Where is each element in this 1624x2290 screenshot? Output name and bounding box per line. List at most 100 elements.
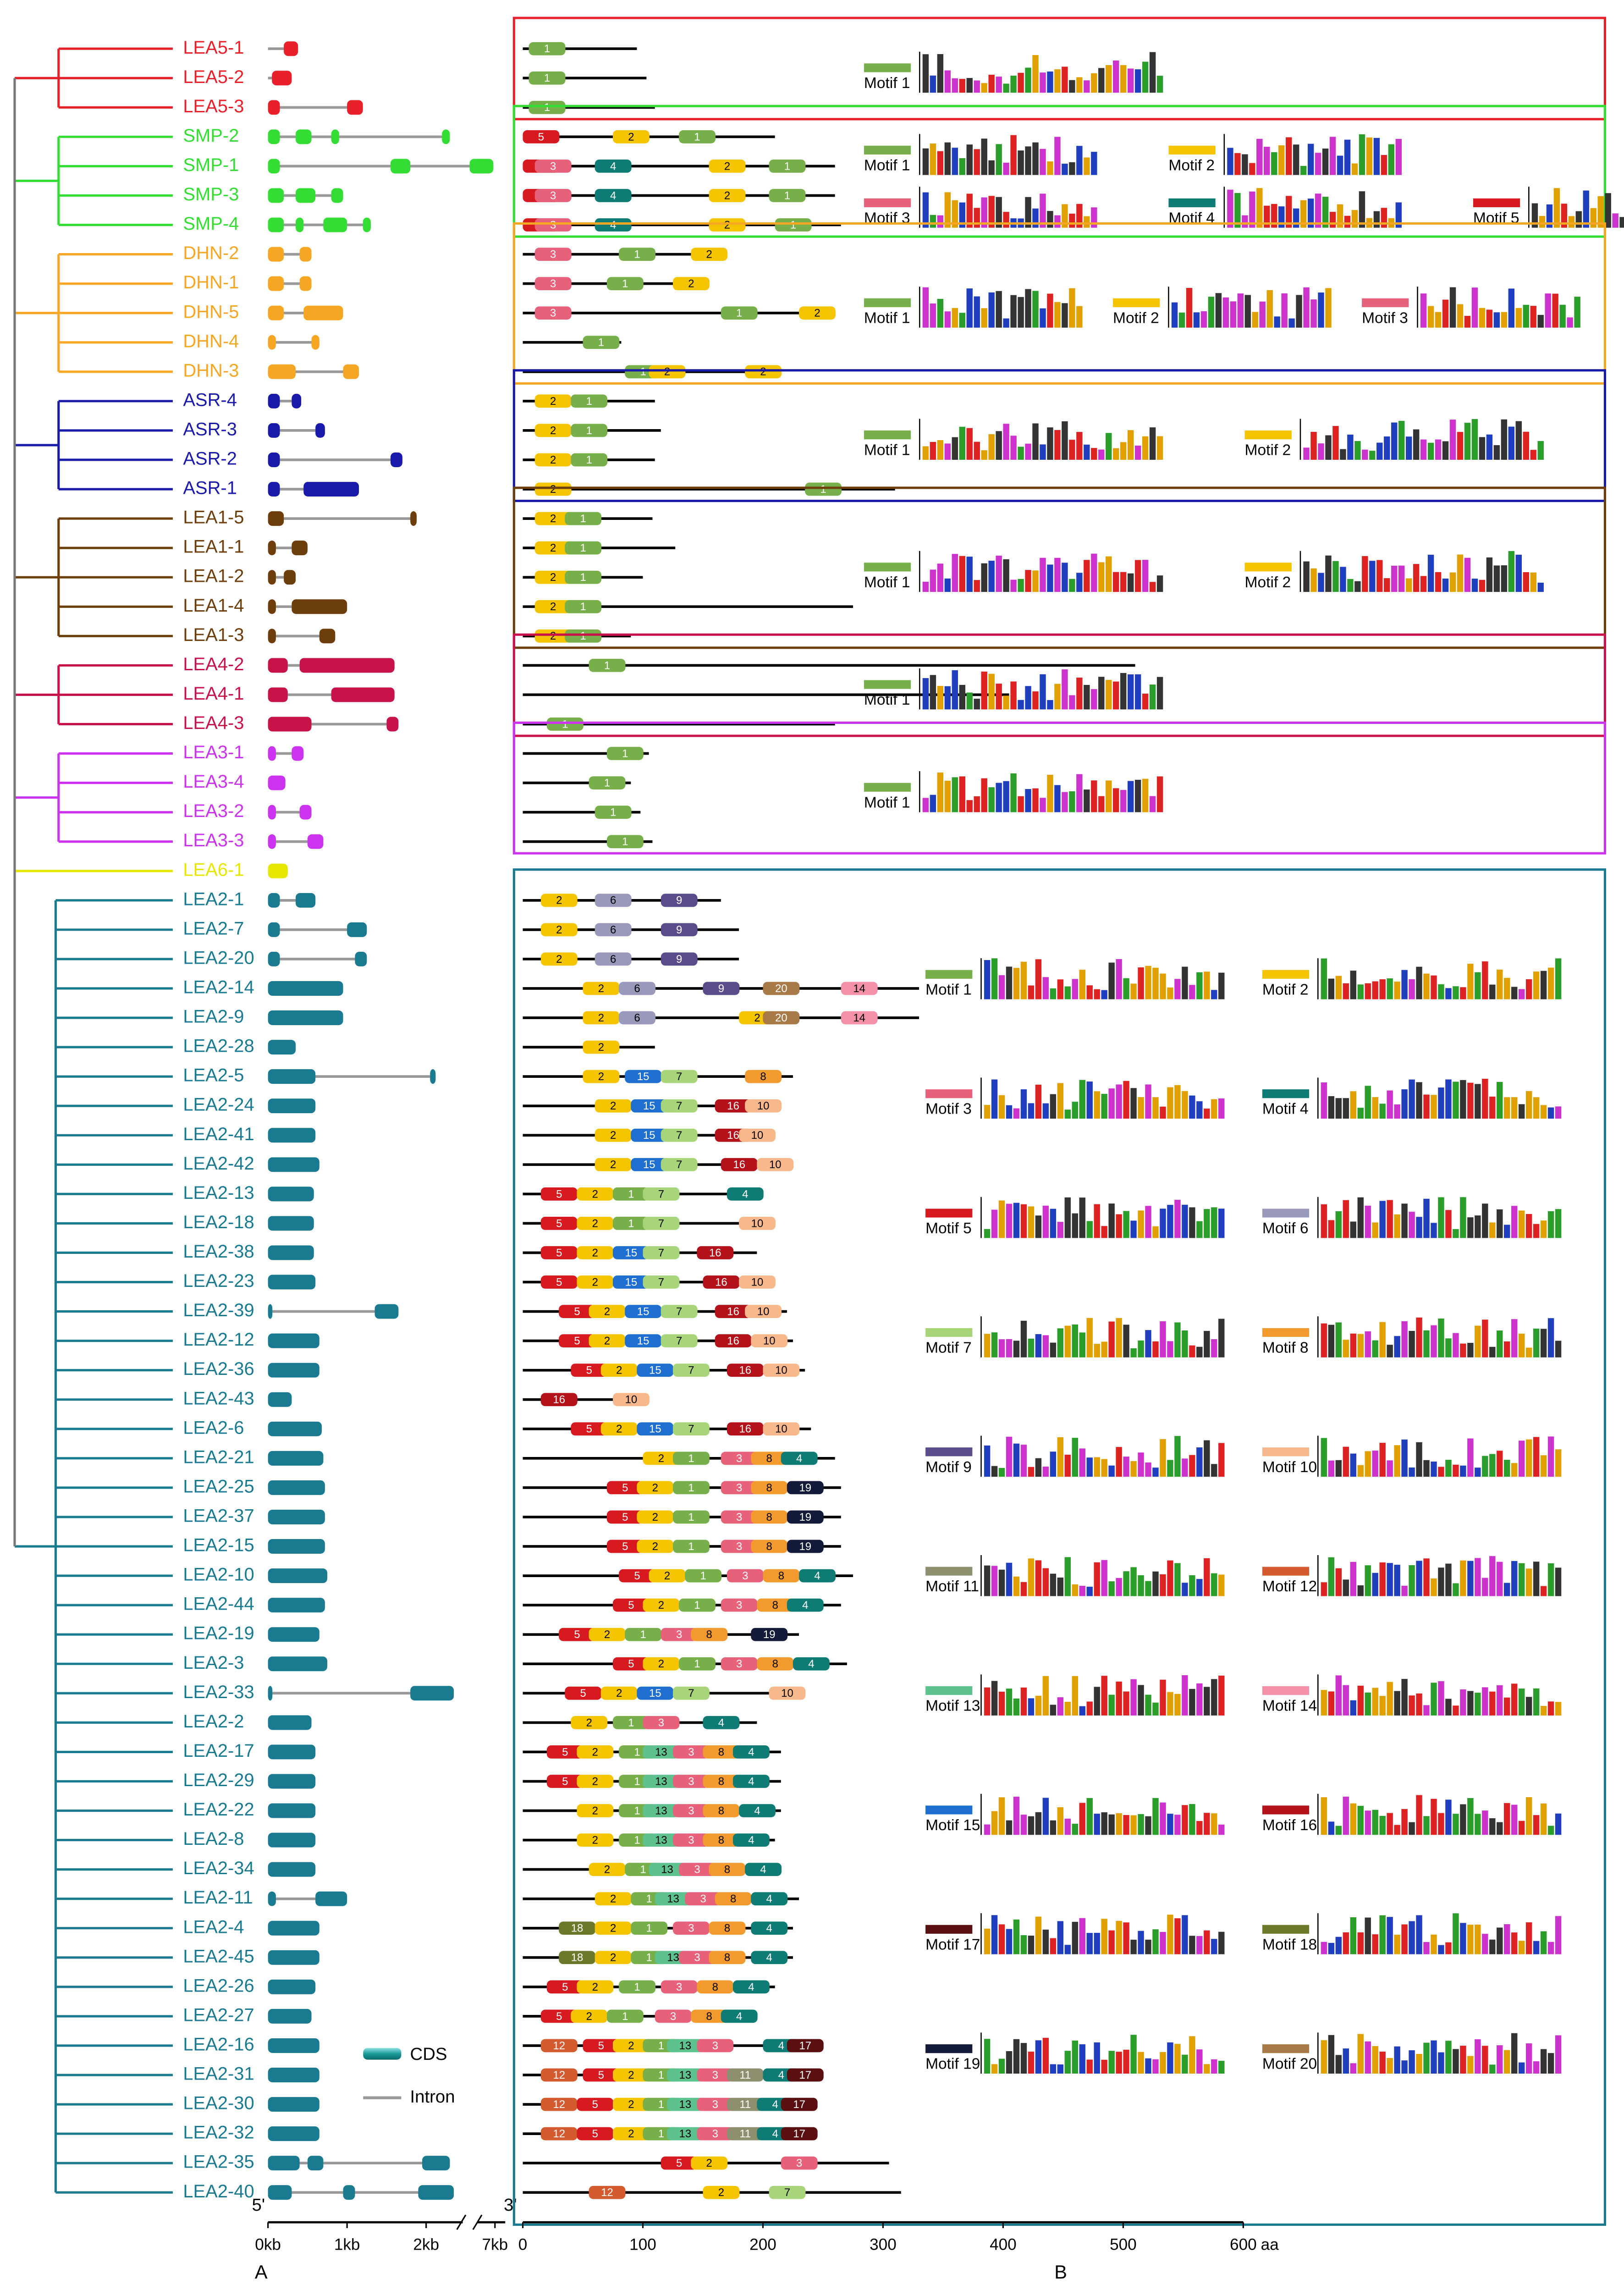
motif-box xyxy=(540,2068,578,2082)
motif-box xyxy=(697,2127,734,2141)
exon xyxy=(268,1774,316,1789)
logo-letter xyxy=(1010,579,1017,592)
logo-letter xyxy=(1372,1340,1378,1357)
motif-box xyxy=(769,2185,806,2199)
logo-letter xyxy=(1493,312,1500,328)
logo-letter xyxy=(1218,1443,1225,1477)
motif-box xyxy=(691,248,728,261)
logo-letter xyxy=(1211,1339,1217,1357)
motif-number: 1 xyxy=(580,513,586,525)
motif-box xyxy=(577,1775,614,1788)
exon xyxy=(268,893,280,908)
logo-letter xyxy=(1303,287,1310,328)
motif-box xyxy=(534,629,572,643)
logo-letter xyxy=(1050,2064,1057,2074)
motif-number: 1 xyxy=(688,1540,694,1553)
logo-letter xyxy=(966,692,973,710)
motif-number: 1 xyxy=(580,542,586,554)
motif-box xyxy=(606,277,644,291)
logo-letter xyxy=(1467,1438,1474,1477)
motif-number: 3 xyxy=(550,219,556,231)
motif-number: 5 xyxy=(598,2069,604,2081)
logo-letter xyxy=(998,1339,1005,1357)
logo-letter xyxy=(1387,1813,1393,1835)
motif-box xyxy=(589,1334,626,1348)
exon xyxy=(268,1627,319,1642)
motif-number: 4 xyxy=(808,1658,814,1670)
motif-label: Motif 16 xyxy=(1262,1817,1317,1834)
logo-letter xyxy=(1189,1207,1195,1238)
motif-label: Motif 1 xyxy=(864,309,910,326)
logo-letter xyxy=(1054,215,1061,228)
logo-letter xyxy=(1145,1206,1151,1238)
logo-letter xyxy=(1354,441,1361,460)
motif-number: 4 xyxy=(718,1716,724,1729)
exon xyxy=(469,159,494,174)
logo-letter xyxy=(1537,441,1544,460)
logo-letter xyxy=(991,1811,998,1835)
logo-letter xyxy=(1091,553,1097,592)
logo-letter xyxy=(988,673,995,710)
logo-letter xyxy=(1047,293,1053,328)
gene-name: ASR-3 xyxy=(183,419,237,439)
exon xyxy=(422,2156,450,2171)
motif-box xyxy=(619,1980,655,1994)
logo-letter xyxy=(1515,421,1522,460)
logo-letter xyxy=(1064,1197,1071,1238)
gene-name: LEA2-42 xyxy=(183,1153,254,1174)
logo-letter xyxy=(1160,1321,1166,1357)
logo-letter xyxy=(1357,1805,1364,1835)
logo-letter xyxy=(1047,564,1053,592)
logo-letter xyxy=(1438,1197,1444,1238)
exon xyxy=(268,276,284,291)
motif-number: 8 xyxy=(772,1599,778,1611)
logo-letter xyxy=(1373,211,1380,228)
logo-letter xyxy=(1350,1700,1356,1716)
logo-letter xyxy=(1006,1203,1013,1238)
logo-letter xyxy=(1409,1822,1415,1835)
logo-letter xyxy=(930,75,936,93)
logo-letter xyxy=(1387,1682,1393,1716)
logo-letter xyxy=(1401,1679,1408,1716)
motif-box xyxy=(571,1716,608,1729)
logo-letter xyxy=(1076,146,1083,175)
motif-number: 6 xyxy=(610,924,616,936)
gene-name: LEA5-3 xyxy=(183,96,244,116)
motif-number: 3 xyxy=(712,2098,718,2111)
exon xyxy=(268,2038,319,2053)
logo-letter xyxy=(1321,1797,1327,1835)
motif-box xyxy=(799,306,836,320)
logo-letter xyxy=(1130,1939,1137,1954)
logo-letter xyxy=(1057,1577,1064,1596)
logo-letter xyxy=(952,670,958,710)
logo-letter xyxy=(1054,557,1061,592)
logo-letter xyxy=(1337,155,1343,175)
logo-letter xyxy=(1018,72,1024,93)
logo-letter xyxy=(1113,60,1119,93)
motif-number: 16 xyxy=(553,1394,565,1406)
gene-name: LEA2-37 xyxy=(183,1506,254,1526)
logo-letter xyxy=(1423,1460,1430,1477)
motif-number: 5 xyxy=(622,1540,628,1553)
logo-letter xyxy=(1013,1443,1020,1477)
logo-letter xyxy=(1533,1815,1540,1835)
logo-letter xyxy=(1376,560,1383,592)
motif-number: 15 xyxy=(643,1159,655,1171)
logo-letter xyxy=(1079,1918,1085,1954)
motif-box xyxy=(595,1892,632,1906)
logo-letter xyxy=(1108,1465,1115,1477)
logo-letter xyxy=(1003,781,1009,812)
logo-letter xyxy=(1475,1814,1481,1835)
motif-box xyxy=(751,1892,788,1906)
motif-box xyxy=(732,1980,770,1994)
logo-letter xyxy=(1054,302,1061,328)
logo-letter xyxy=(1160,1679,1166,1716)
logo-letter xyxy=(1196,972,1203,999)
logo-letter xyxy=(1035,1916,1042,1954)
exon xyxy=(268,305,284,320)
logo-letter xyxy=(1006,1562,1013,1596)
logo-letter xyxy=(998,1797,1005,1835)
motif-box xyxy=(757,1158,794,1171)
logo-letter xyxy=(1387,1090,1393,1119)
motif-number: 2 xyxy=(688,278,694,290)
